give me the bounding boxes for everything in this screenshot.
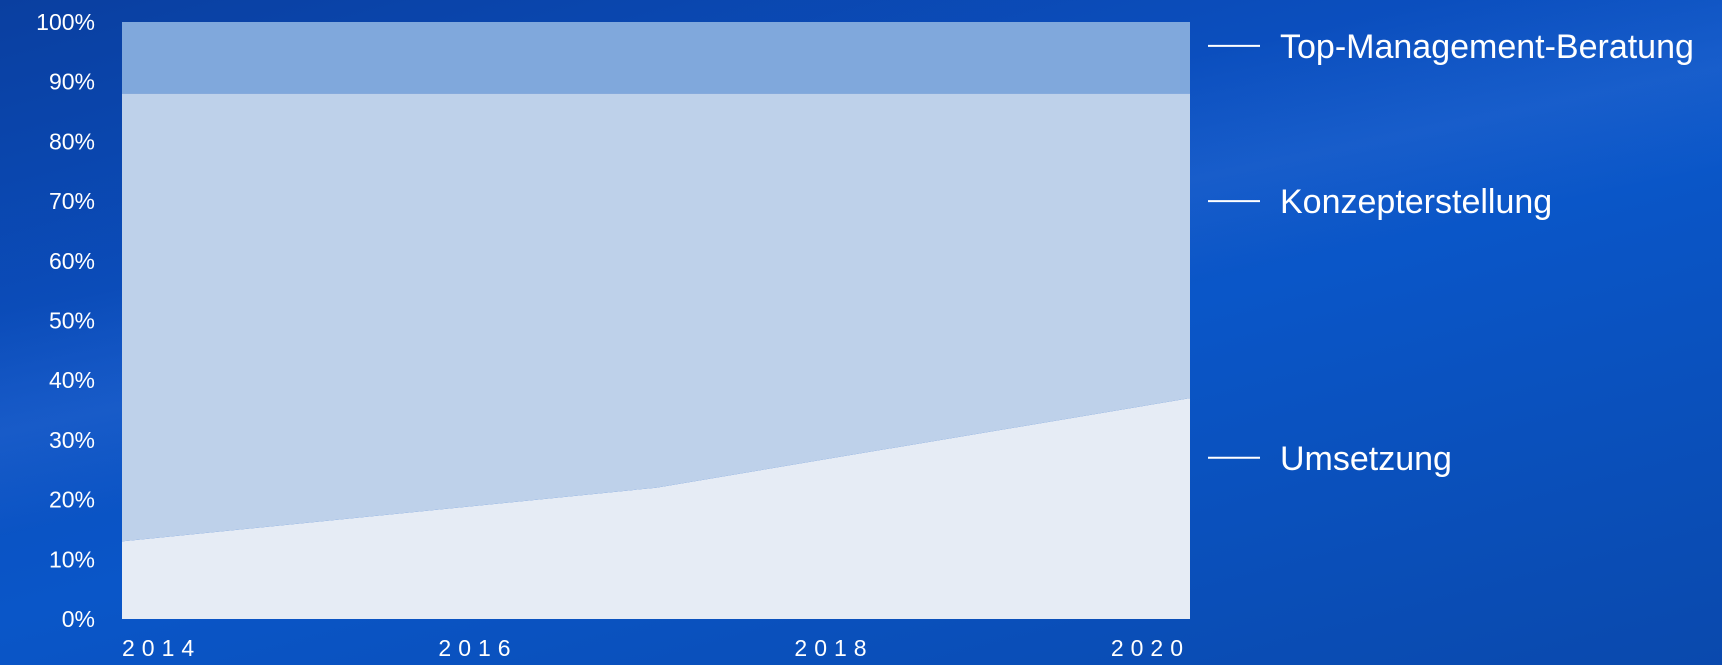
y-tick-label: 70% [49,188,95,214]
y-tick-label: 50% [49,308,95,334]
y-tick-label: 80% [49,128,95,154]
legend-label: Umsetzung [1280,440,1452,478]
y-tick-label: 60% [49,248,95,274]
y-tick-label: 100% [36,9,95,35]
x-tick-label: 2018 [794,635,873,661]
area-top-management-beratung [122,22,1190,94]
x-tick-label: 2016 [438,635,517,661]
y-tick-label: 90% [49,69,95,95]
y-tick-label: 30% [49,427,95,453]
legend: Umsetzung Konzepterstellung Top-Management… [1208,28,1694,478]
y-tick-label: 40% [49,367,95,393]
y-tick-label: 20% [49,487,95,513]
y-axis: 0% 10% 20% 30% 40% 50% 60% 70% 80% 90% 100% [36,9,95,632]
area-umsetzung [122,398,1190,619]
areas-group [122,22,1190,619]
area-konzepterstellung [122,93,1190,542]
legend-label: Konzepterstellung [1280,183,1552,221]
legend-label: Top-Management-Beratung [1280,28,1694,66]
x-tick-label: 2014 [122,635,201,661]
x-tick-label: 2020 [1111,635,1190,661]
x-axis: 2014 2016 2018 2020 [122,635,1190,661]
y-tick-label: 10% [49,546,95,572]
y-tick-label: 0% [62,606,95,632]
